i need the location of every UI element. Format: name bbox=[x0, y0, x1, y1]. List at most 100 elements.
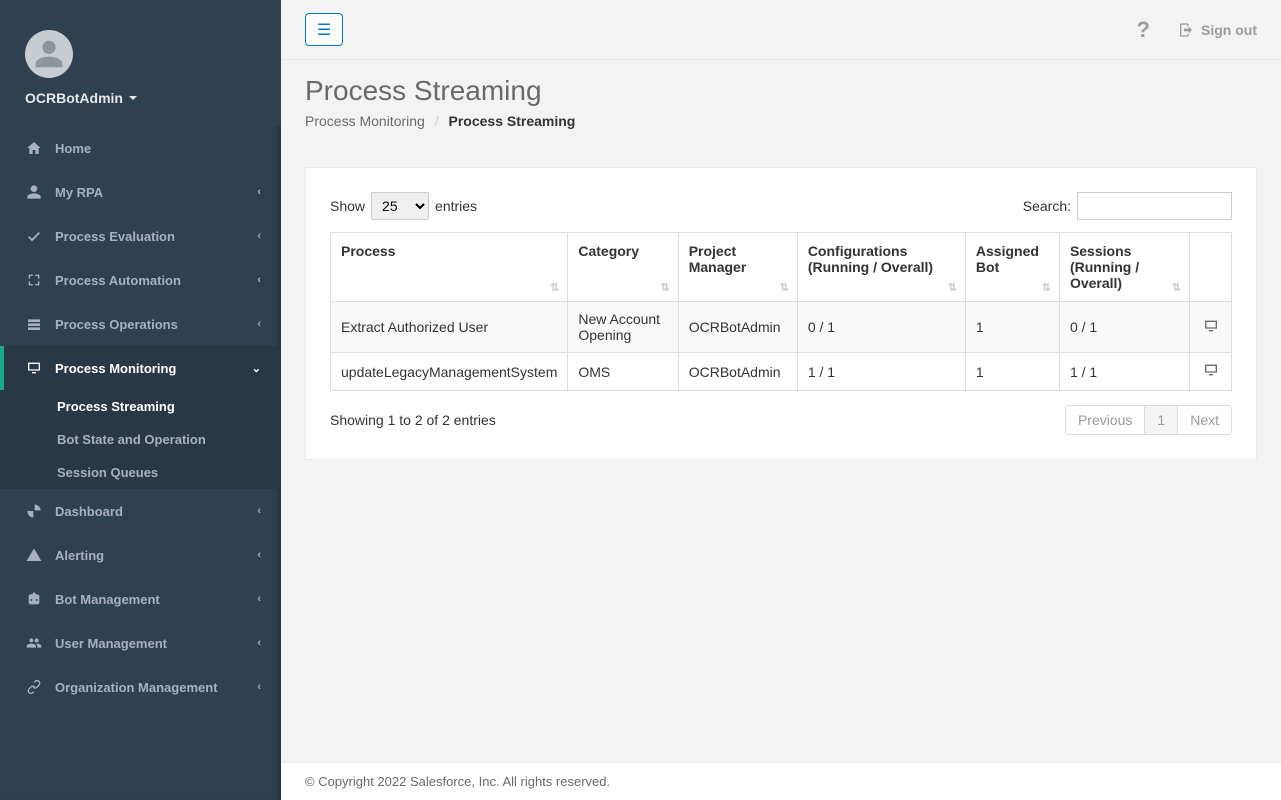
monitor-icon[interactable] bbox=[1203, 321, 1219, 337]
next-button[interactable]: Next bbox=[1178, 406, 1231, 434]
sidebar-item-organization-management[interactable]: Organization Management‹ bbox=[0, 665, 281, 709]
caret-down-icon bbox=[129, 96, 137, 100]
copyright-text: © Copyright 2022 Salesforce, Inc. All ri… bbox=[305, 774, 610, 789]
sort-icon: ⇅ bbox=[550, 285, 559, 293]
sidebar-item-my-rpa[interactable]: My RPA ‹ bbox=[0, 170, 281, 214]
search-input[interactable] bbox=[1077, 192, 1232, 220]
chevron-left-icon: ‹ bbox=[257, 230, 261, 242]
check-icon bbox=[25, 228, 43, 244]
sidebar-item-label: User Management bbox=[55, 636, 167, 651]
monitor-icon[interactable] bbox=[1203, 365, 1219, 381]
cell-process: updateLegacyManagementSystem bbox=[331, 353, 568, 391]
chevron-left-icon: ‹ bbox=[257, 549, 261, 561]
table-row: Extract Authorized UserNew Account Openi… bbox=[331, 302, 1232, 353]
nav-toggle-button[interactable]: ☰ bbox=[305, 13, 343, 46]
sidebar-item-process-automation[interactable]: Process Automation‹ bbox=[0, 258, 281, 302]
cell-action bbox=[1190, 302, 1232, 353]
show-label-prefix: Show bbox=[330, 198, 365, 214]
cell-bots: 1 bbox=[965, 353, 1059, 391]
chevron-left-icon: ‹ bbox=[257, 637, 261, 649]
help-icon[interactable]: ? bbox=[1137, 17, 1150, 43]
sidebar-item-user-management[interactable]: User Management ‹ bbox=[0, 621, 281, 665]
sort-icon: ⇅ bbox=[660, 285, 669, 293]
table-footer: Showing 1 to 2 of 2 entries Previous 1 N… bbox=[330, 405, 1232, 435]
sidebar-item-label: Process Operations bbox=[55, 317, 178, 332]
operations-icon bbox=[25, 316, 43, 332]
cell-manager: OCRBotAdmin bbox=[678, 302, 797, 353]
column-label: Category bbox=[578, 243, 639, 259]
cell-configs: 0 / 1 bbox=[797, 302, 965, 353]
sidebar-subitem-process-streaming[interactable]: Process Streaming bbox=[0, 390, 281, 423]
users-icon bbox=[25, 635, 43, 651]
username-dropdown[interactable]: OCRBotAdmin bbox=[25, 90, 256, 106]
column-header[interactable]: Project Manager ⇅ bbox=[678, 233, 797, 302]
chevron-left-icon: ‹ bbox=[257, 593, 261, 605]
sidebar-item-label: Process Monitoring bbox=[55, 361, 176, 376]
sidebar-item-process-monitoring[interactable]: Process Monitoring ⌄ bbox=[0, 346, 281, 390]
user-icon bbox=[25, 184, 43, 200]
breadcrumb-root[interactable]: Process Monitoring bbox=[305, 113, 425, 129]
cell-category: New Account Opening bbox=[568, 302, 678, 353]
show-label-suffix: entries bbox=[435, 198, 477, 214]
sort-icon: ⇅ bbox=[1042, 285, 1051, 293]
breadcrumb-current: Process Streaming bbox=[449, 113, 576, 129]
column-header[interactable]: Sessions (Running / Overall)⇅ bbox=[1059, 233, 1189, 302]
sidebar-item-label: Home bbox=[55, 141, 91, 156]
prev-button[interactable]: Previous bbox=[1066, 406, 1145, 434]
page-size-select[interactable]: 102550100 bbox=[371, 192, 429, 220]
signout-icon bbox=[1178, 22, 1194, 38]
column-header[interactable]: Category ⇅ bbox=[568, 233, 678, 302]
cell-process: Extract Authorized User bbox=[331, 302, 568, 353]
automation-icon bbox=[25, 272, 43, 288]
signout-link[interactable]: Sign out bbox=[1178, 22, 1257, 38]
chevron-left-icon: ‹ bbox=[257, 681, 261, 693]
chevron-left-icon: ‹ bbox=[257, 274, 261, 286]
sort-icon: ⇅ bbox=[1172, 285, 1181, 293]
sidebar-subitem-session-queues[interactable]: Session Queues bbox=[0, 456, 281, 489]
sidebar-item-label: Alerting bbox=[55, 548, 104, 563]
sidebar-item-alerting[interactable]: Alerting ‹ bbox=[0, 533, 281, 577]
breadcrumb: Process Monitoring / Process Streaming bbox=[305, 113, 1257, 129]
process-table: Process⇅Category⇅Project Manager⇅Configu… bbox=[330, 232, 1232, 391]
sidebar-item-home[interactable]: Home bbox=[0, 126, 281, 170]
home-icon bbox=[25, 140, 43, 156]
chevron-left-icon: ‹ bbox=[257, 505, 261, 517]
cell-configs: 1 / 1 bbox=[797, 353, 965, 391]
username-label: OCRBotAdmin bbox=[25, 90, 123, 106]
pagination: Previous 1 Next bbox=[1065, 405, 1232, 435]
chevron-down-icon: ⌄ bbox=[252, 362, 261, 375]
column-header[interactable]: Configurations (Running / Overall)⇅ bbox=[797, 233, 965, 302]
chevron-left-icon: ‹ bbox=[257, 186, 261, 198]
sidebar-subitem-bot-state-and-operation[interactable]: Bot State and Operation bbox=[0, 423, 281, 456]
profile-section: OCRBotAdmin bbox=[0, 0, 281, 126]
sidebar-subnav: Process StreamingBot State and Operation… bbox=[0, 390, 281, 489]
column-label: Project Manager bbox=[689, 243, 747, 275]
monitor-icon bbox=[25, 360, 43, 376]
sidebar-item-dashboard[interactable]: Dashboard‹ bbox=[0, 489, 281, 533]
sidebar-item-process-evaluation[interactable]: Process Evaluation ‹ bbox=[0, 214, 281, 258]
alert-icon bbox=[25, 547, 43, 563]
sidebar-item-bot-management[interactable]: Bot Management ‹ bbox=[0, 577, 281, 621]
page-title: Process Streaming bbox=[305, 75, 1257, 107]
table-row: updateLegacyManagementSystemOMSOCRBotAdm… bbox=[331, 353, 1232, 391]
search-label: Search: bbox=[1023, 198, 1071, 214]
page-1-button[interactable]: 1 bbox=[1145, 406, 1178, 434]
table-controls: Show 102550100 entries Search: bbox=[330, 192, 1232, 220]
column-header[interactable]: Process ⇅ bbox=[331, 233, 568, 302]
hamburger-icon: ☰ bbox=[317, 20, 331, 40]
sidebar-item-label: My RPA bbox=[55, 185, 103, 200]
table-info: Showing 1 to 2 of 2 entries bbox=[330, 412, 496, 428]
sidebar-item-label: Bot Management bbox=[55, 592, 160, 607]
column-label: Process bbox=[341, 243, 395, 259]
cell-manager: OCRBotAdmin bbox=[678, 353, 797, 391]
breadcrumb-separator: / bbox=[435, 113, 439, 129]
cell-bots: 1 bbox=[965, 302, 1059, 353]
content-area: Process Streaming Process Monitoring / P… bbox=[281, 60, 1281, 762]
sidebar-item-process-operations[interactable]: Process Operations‹ bbox=[0, 302, 281, 346]
column-header[interactable]: Assigned Bot⇅ bbox=[965, 233, 1059, 302]
sidebar-item-label: Process Evaluation bbox=[55, 229, 175, 244]
sort-icon: ⇅ bbox=[780, 285, 789, 293]
sort-icon: ⇅ bbox=[948, 285, 957, 293]
bot-icon bbox=[25, 591, 43, 607]
avatar bbox=[25, 30, 73, 78]
